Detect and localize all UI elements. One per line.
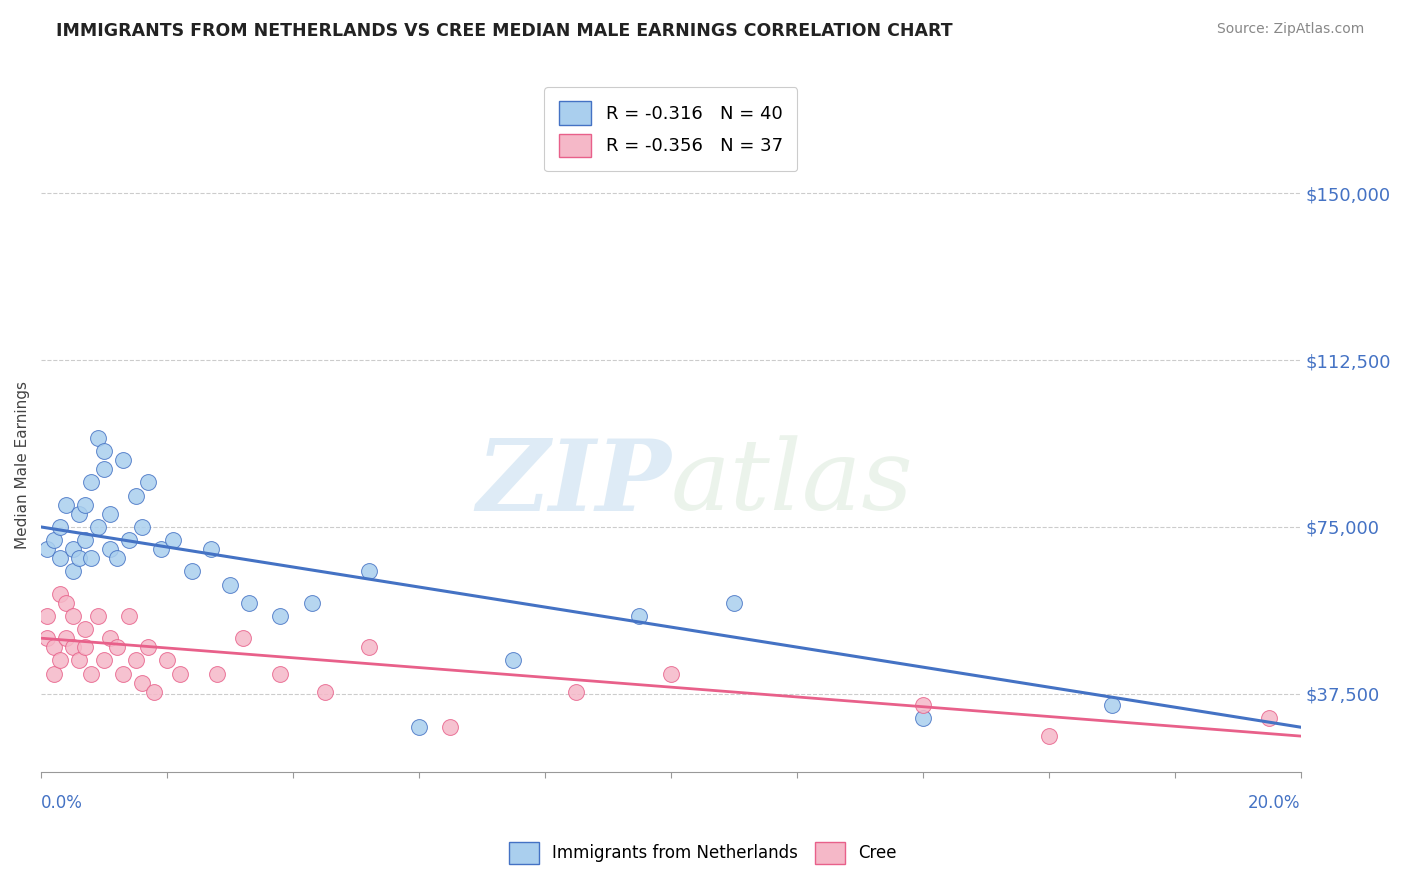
Point bbox=[314, 684, 336, 698]
Point bbox=[55, 631, 77, 645]
Point bbox=[207, 666, 229, 681]
Text: ZIP: ZIP bbox=[475, 435, 671, 532]
Point bbox=[502, 653, 524, 667]
Point bbox=[149, 542, 172, 557]
Point bbox=[67, 551, 90, 566]
Point bbox=[357, 565, 380, 579]
Point bbox=[80, 475, 103, 490]
Point bbox=[111, 453, 134, 467]
Point bbox=[62, 640, 84, 654]
Point bbox=[75, 622, 97, 636]
Point bbox=[67, 653, 90, 667]
Point bbox=[124, 489, 146, 503]
Point bbox=[80, 666, 103, 681]
Legend: Immigrants from Netherlands, Cree: Immigrants from Netherlands, Cree bbox=[502, 836, 904, 871]
Point bbox=[42, 640, 65, 654]
Point bbox=[93, 653, 115, 667]
Point bbox=[200, 542, 222, 557]
Point bbox=[55, 498, 77, 512]
Point bbox=[62, 542, 84, 557]
Y-axis label: Median Male Earnings: Median Male Earnings bbox=[15, 381, 30, 549]
Point bbox=[37, 542, 59, 557]
Point bbox=[301, 596, 323, 610]
Point bbox=[80, 551, 103, 566]
Point bbox=[87, 431, 110, 445]
Point bbox=[219, 578, 242, 592]
Point bbox=[269, 609, 291, 624]
Text: 0.0%: 0.0% bbox=[41, 794, 83, 812]
Point bbox=[232, 631, 254, 645]
Point bbox=[105, 551, 128, 566]
Point bbox=[75, 533, 97, 548]
Point bbox=[911, 698, 934, 712]
Point bbox=[162, 533, 184, 548]
Point bbox=[100, 507, 122, 521]
Point bbox=[49, 520, 72, 534]
Point bbox=[124, 653, 146, 667]
Point bbox=[565, 684, 588, 698]
Point bbox=[1258, 711, 1281, 725]
Point bbox=[1101, 698, 1123, 712]
Text: 20.0%: 20.0% bbox=[1249, 794, 1301, 812]
Point bbox=[439, 720, 461, 734]
Point bbox=[93, 444, 115, 458]
Point bbox=[659, 666, 682, 681]
Point bbox=[169, 666, 191, 681]
Point bbox=[100, 631, 122, 645]
Point bbox=[49, 653, 72, 667]
Point bbox=[37, 631, 59, 645]
Point bbox=[87, 609, 110, 624]
Point bbox=[42, 666, 65, 681]
Point bbox=[911, 711, 934, 725]
Point bbox=[49, 551, 72, 566]
Text: IMMIGRANTS FROM NETHERLANDS VS CREE MEDIAN MALE EARNINGS CORRELATION CHART: IMMIGRANTS FROM NETHERLANDS VS CREE MEDI… bbox=[56, 22, 953, 40]
Point bbox=[111, 666, 134, 681]
Point bbox=[156, 653, 179, 667]
Point bbox=[408, 720, 430, 734]
Point bbox=[55, 596, 77, 610]
Text: Source: ZipAtlas.com: Source: ZipAtlas.com bbox=[1216, 22, 1364, 37]
Point bbox=[87, 520, 110, 534]
Point bbox=[136, 475, 159, 490]
Point bbox=[118, 533, 141, 548]
Legend: R = -0.316   N = 40, R = -0.356   N = 37: R = -0.316 N = 40, R = -0.356 N = 37 bbox=[544, 87, 797, 171]
Point bbox=[100, 542, 122, 557]
Point bbox=[93, 462, 115, 476]
Point bbox=[75, 640, 97, 654]
Point bbox=[723, 596, 745, 610]
Point bbox=[62, 565, 84, 579]
Point bbox=[118, 609, 141, 624]
Point bbox=[131, 675, 153, 690]
Point bbox=[238, 596, 260, 610]
Point bbox=[42, 533, 65, 548]
Point bbox=[136, 640, 159, 654]
Point bbox=[37, 609, 59, 624]
Point bbox=[1038, 729, 1060, 743]
Point bbox=[269, 666, 291, 681]
Point bbox=[181, 565, 204, 579]
Point bbox=[143, 684, 166, 698]
Point bbox=[62, 609, 84, 624]
Point bbox=[75, 498, 97, 512]
Point bbox=[357, 640, 380, 654]
Point bbox=[131, 520, 153, 534]
Text: atlas: atlas bbox=[671, 435, 914, 531]
Point bbox=[49, 587, 72, 601]
Point bbox=[628, 609, 651, 624]
Point bbox=[105, 640, 128, 654]
Point bbox=[67, 507, 90, 521]
